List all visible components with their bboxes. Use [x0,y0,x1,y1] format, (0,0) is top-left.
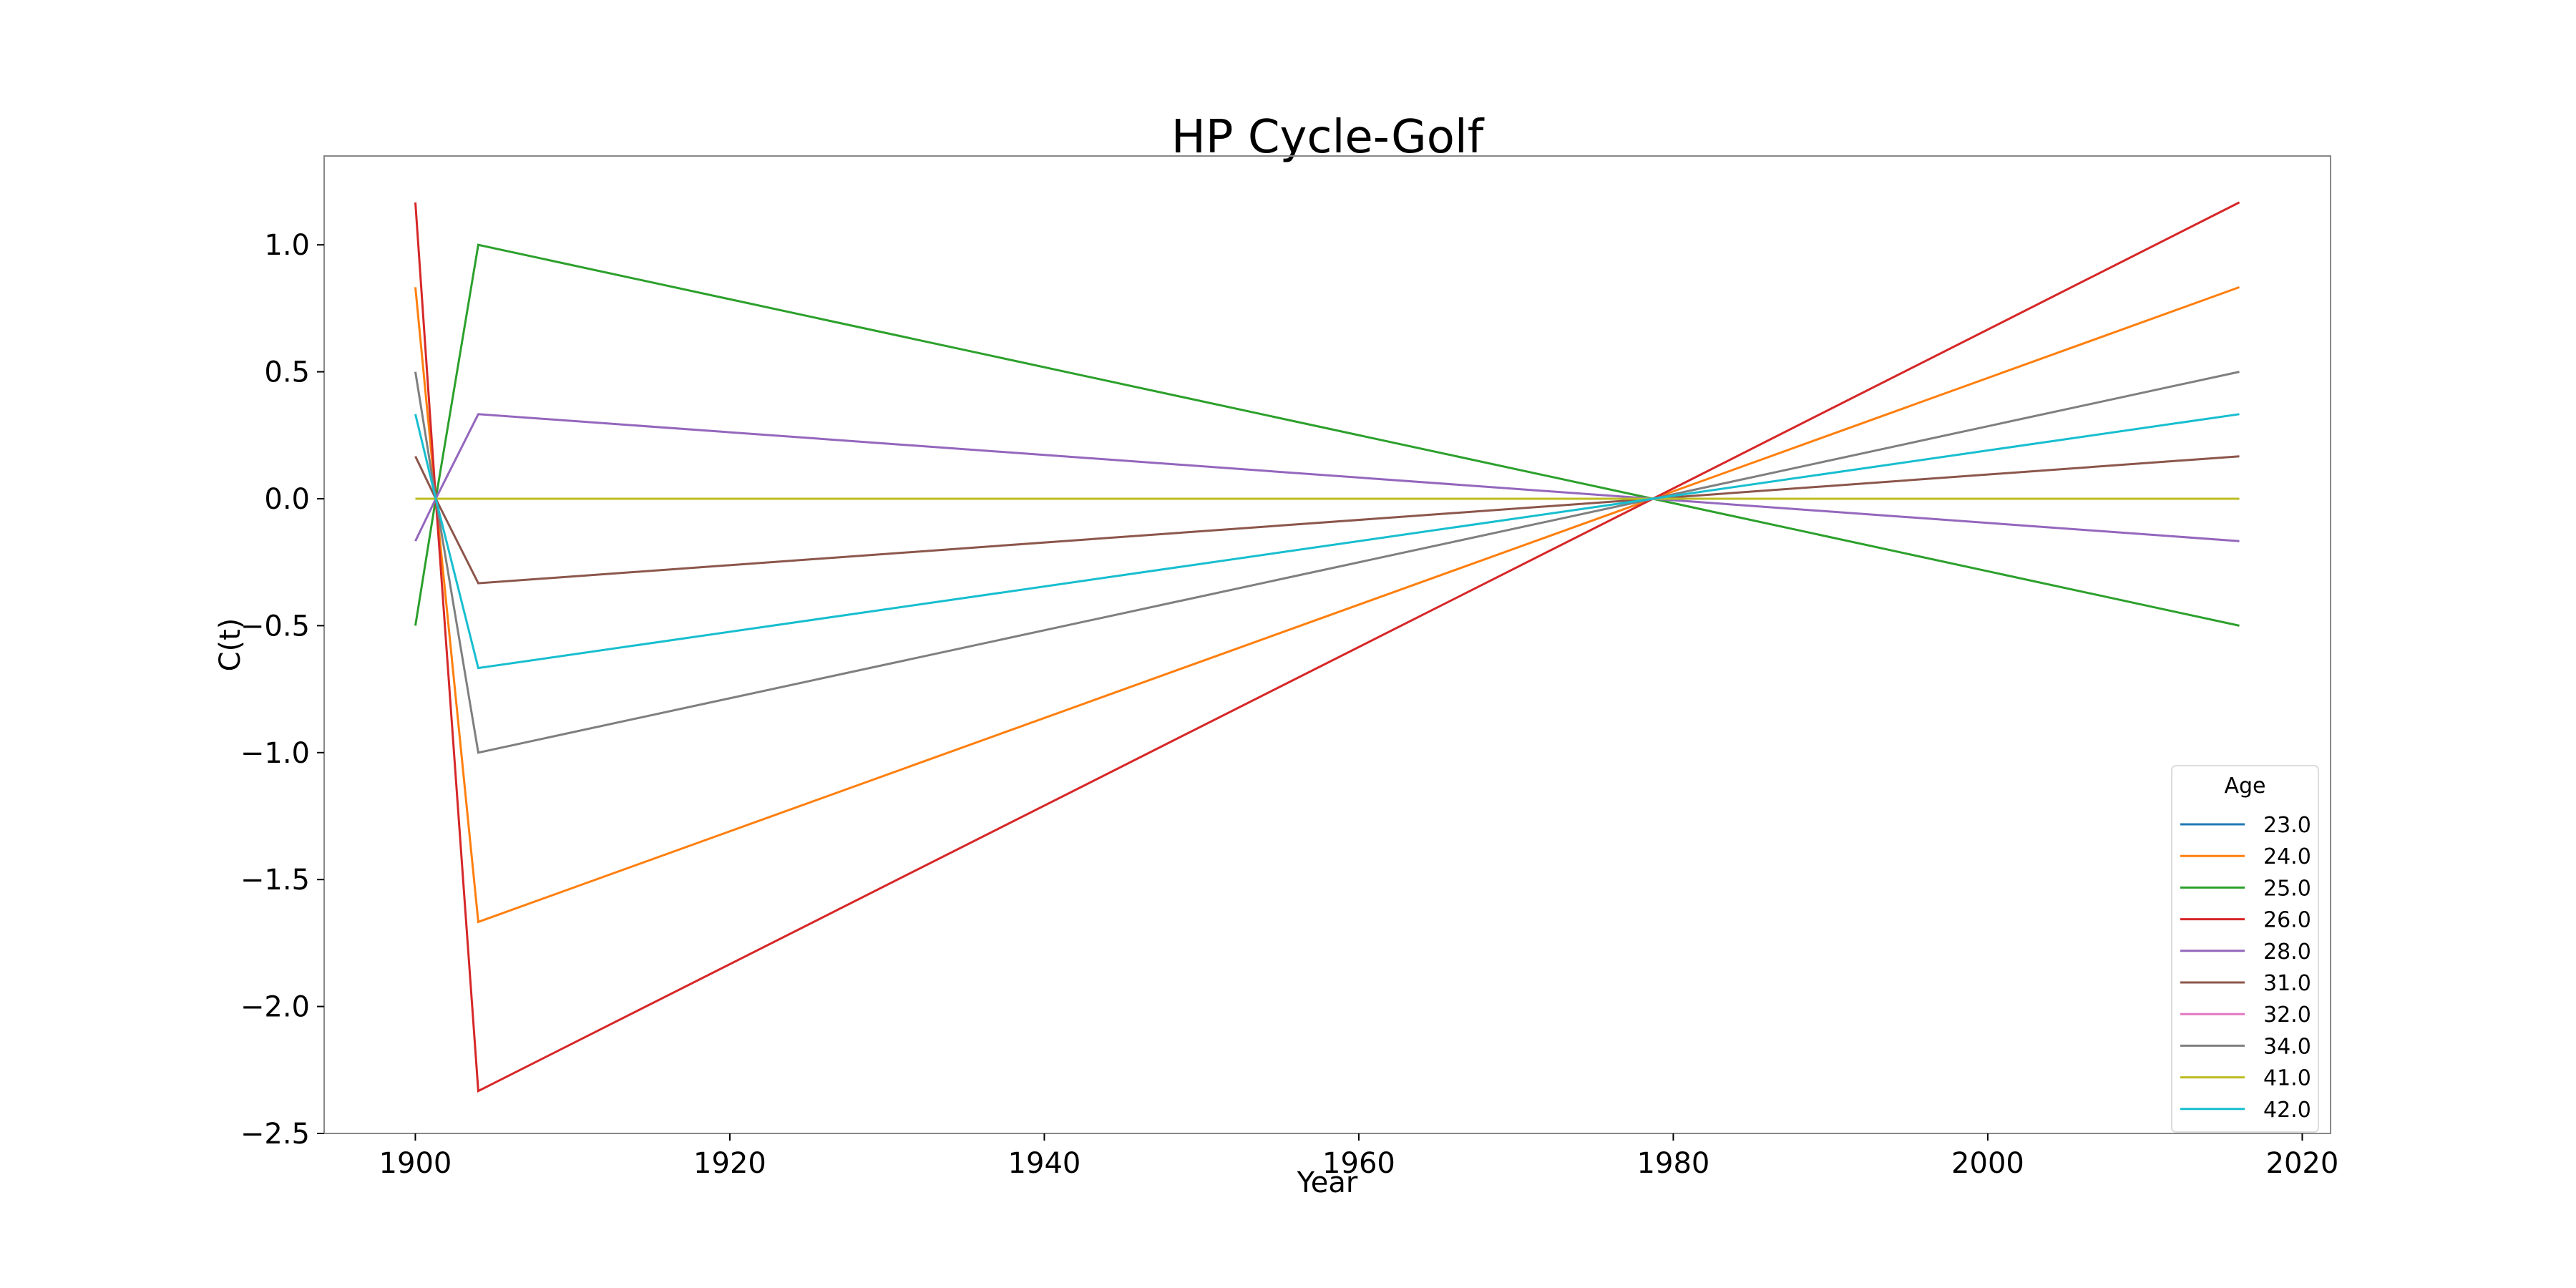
legend-label-41.0: 41.0 [2263,1066,2311,1091]
y-tick-label: −1.0 [240,737,310,770]
plot-frame [323,155,2331,1134]
series-line-24.0 [414,286,2240,924]
legend-label-32.0: 32.0 [2263,1002,2311,1028]
y-tick-label: 0.5 [264,356,310,389]
chart-title: HP Cycle-Golf [1171,111,1485,164]
series-layer [414,201,2240,1093]
y-tick-label: 0.0 [264,483,310,516]
legend-label-23.0: 23.0 [2263,813,2311,838]
y-tick-label: 1.0 [264,229,310,262]
x-tick-label: 1940 [1008,1147,1081,1180]
legend-label-26.0: 26.0 [2263,908,2311,933]
series-line-31.0 [414,455,2240,585]
legend-label-34.0: 34.0 [2263,1034,2311,1059]
series-line-26.0 [414,201,2240,1093]
legend[interactable]: Age 23.0 24.0 25.0 26.0 28.0 31.0 32.0 34.0 41.0 4… [2171,765,2319,1133]
x-axis-label: Year [1297,1166,1358,1199]
x-tick-label: 1980 [1637,1147,1710,1180]
x-axis: 1900 1920 1940 1960 1980 2000 2020 [379,1133,2339,1180]
legend-box [2171,765,2319,1133]
y-tick-label: −1.5 [240,864,310,897]
legend-label-25.0: 25.0 [2263,876,2311,901]
series-line-28.0 [414,413,2240,542]
y-tick-label: −0.5 [240,610,310,643]
y-tick-label: −2.5 [240,1118,310,1151]
series-line-25.0 [414,243,2240,627]
y-axis: −2.5 −2.0 −1.5 −1.0 −0.5 0.0 0.5 1.0 [240,229,324,1151]
legend-label-24.0: 24.0 [2263,844,2311,869]
legend-title: Age [2224,774,2265,799]
y-tick-label: −2.0 [240,991,310,1024]
y-axis-label: C(t) [214,618,247,672]
x-tick-label: 1960 [1322,1147,1395,1180]
x-tick-label: 2020 [2266,1147,2339,1180]
x-tick-label: 2000 [1951,1147,2024,1180]
legend-label-28.0: 28.0 [2263,940,2311,965]
x-tick-label: 1900 [379,1147,452,1180]
x-tick-label: 1920 [693,1147,766,1180]
legend-label-42.0: 42.0 [2263,1098,2311,1123]
series-line-42.0 [414,413,2240,670]
series-line-34.0 [414,371,2240,754]
legend-label-31.0: 31.0 [2263,971,2311,996]
